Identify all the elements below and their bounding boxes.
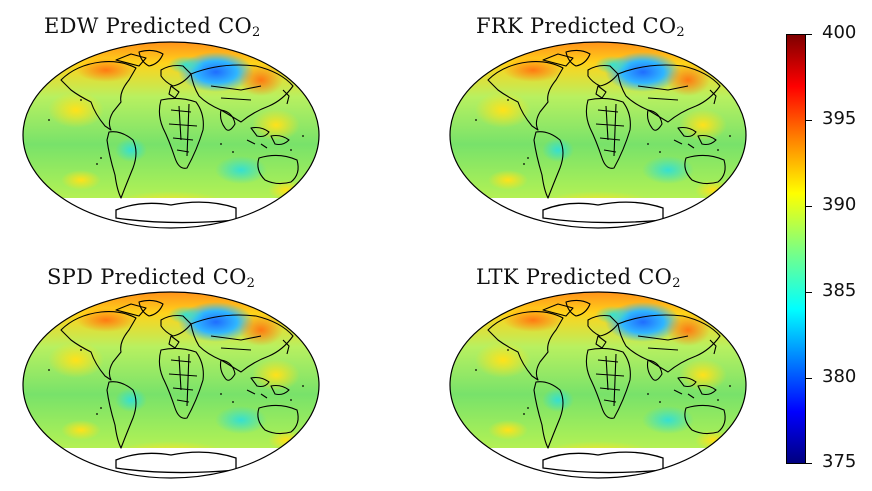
colorbar-tick-label: 400 — [822, 22, 857, 43]
colorbar-tick-label: 390 — [822, 194, 857, 215]
colorbar-tick-label: 380 — [822, 366, 857, 387]
panel-title-frk: FRK Predicted CO2 — [476, 14, 685, 40]
map-ltk — [448, 290, 748, 480]
map-frk — [448, 40, 748, 230]
panel-title-edw: EDW Predicted CO2 — [44, 14, 261, 40]
colorbar-tick — [806, 34, 812, 35]
colorbar-tick — [806, 206, 812, 207]
colorbar-tick — [806, 378, 812, 379]
panel-title-spd: SPD Predicted CO2 — [47, 265, 256, 291]
map-edw — [21, 40, 321, 230]
colorbar — [786, 34, 806, 464]
map-spd — [21, 290, 321, 480]
colorbar-tick-label: 385 — [822, 280, 857, 301]
colorbar-tick — [806, 120, 812, 121]
colorbar-tick — [806, 463, 812, 464]
colorbar-tick — [806, 292, 812, 293]
colorbar-tick-label: 395 — [822, 108, 857, 129]
panel-title-ltk: LTK Predicted CO2 — [476, 265, 681, 291]
colorbar-tick-label: 375 — [822, 451, 857, 472]
